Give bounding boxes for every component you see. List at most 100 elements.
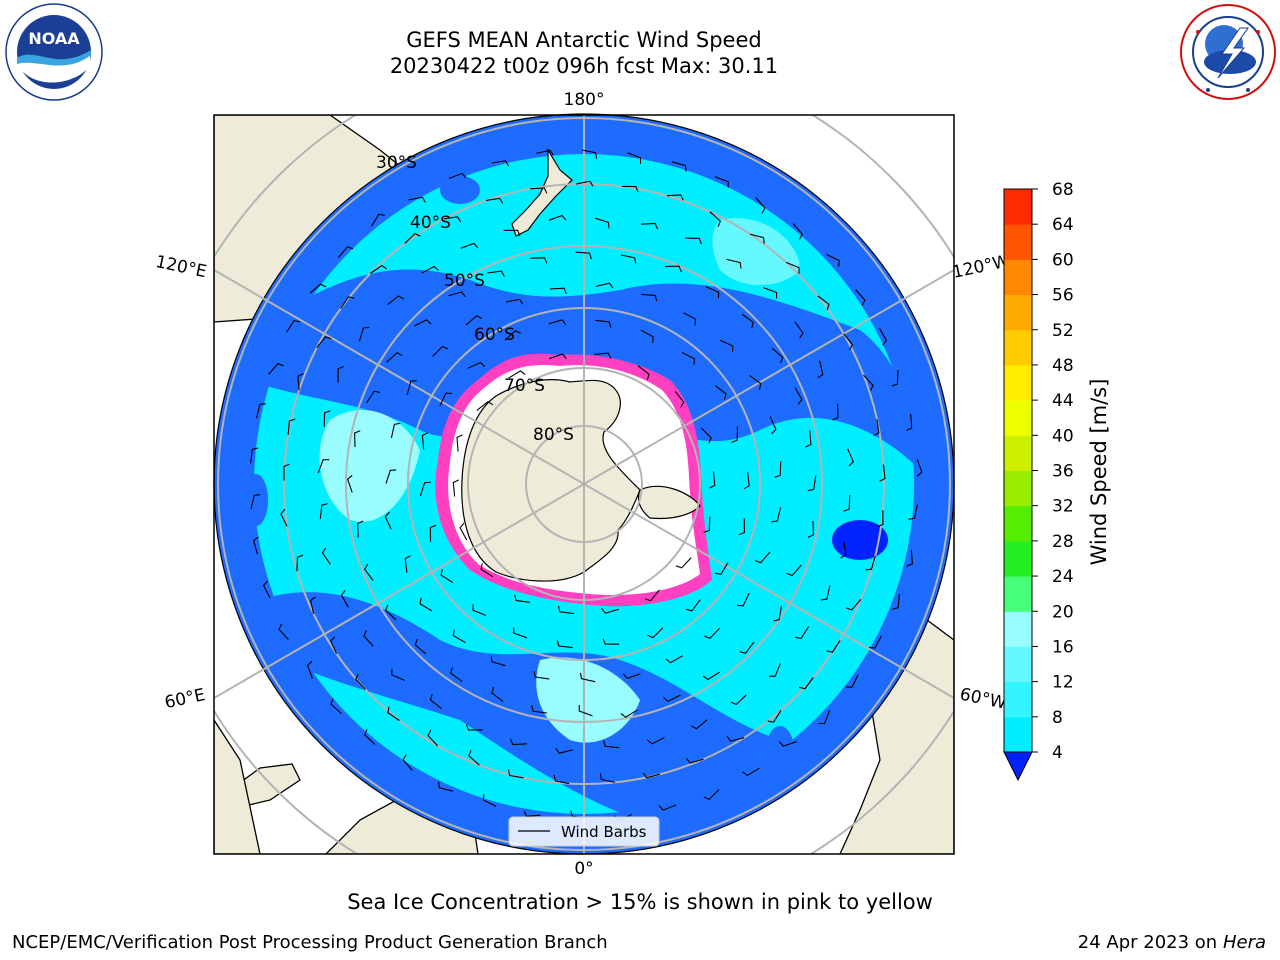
south-africa-tip-landmass — [214, 718, 261, 854]
wind-barb — [774, 461, 782, 478]
wind-barb — [438, 781, 454, 792]
footer-date: 24 Apr 2023 on Hera — [1078, 932, 1266, 953]
wind-barb — [533, 671, 550, 680]
wind-barb — [386, 352, 403, 363]
wind-barb — [250, 494, 261, 510]
wind-barb — [663, 694, 681, 703]
wind-barb — [847, 448, 854, 467]
map-frame — [213, 114, 955, 855]
wind-barb — [404, 555, 411, 573]
wind-barb — [743, 471, 750, 490]
colorbar-tick-label: 16 — [1052, 637, 1074, 657]
wind-barb — [371, 213, 385, 227]
colorbar-tick-label: 40 — [1052, 426, 1074, 446]
wind-barb — [594, 352, 612, 359]
colorbar-segment — [1004, 224, 1032, 260]
colorbar-tick-label: 36 — [1052, 462, 1074, 482]
wind-barb — [621, 185, 639, 193]
wind-barb — [702, 671, 721, 681]
wind-barb — [363, 630, 374, 647]
wind-barb — [709, 211, 721, 227]
wind-barb — [602, 638, 620, 645]
wind-barb — [553, 774, 570, 785]
colorbar-tick-label: 8 — [1052, 708, 1063, 728]
wind-barb — [741, 313, 754, 329]
wind-barb — [620, 709, 638, 718]
wind-barbs — [250, 149, 923, 821]
wind-barb — [384, 511, 392, 530]
map-subtitle: 20230422 t00z 096h fcst Max: 30.11 — [389, 54, 779, 78]
lon-label-120w: 120°W — [951, 251, 1012, 283]
wind-barb — [730, 694, 747, 706]
wind-barb — [421, 265, 439, 274]
wind-barb — [296, 554, 304, 572]
wind-barb — [319, 503, 328, 520]
wind-barb — [742, 767, 760, 777]
wind-barb — [306, 660, 313, 679]
wind-barb — [448, 291, 466, 298]
colorbar-tick-label: 68 — [1052, 180, 1074, 200]
noaa-logo: NOAA — [4, 2, 104, 102]
wind-barb — [364, 729, 376, 745]
wind-barb — [891, 370, 899, 387]
wind-barb — [685, 599, 701, 612]
wind-barb — [476, 401, 494, 411]
wind-barb — [709, 471, 716, 489]
wind-barb — [548, 319, 567, 326]
wind-barb — [385, 604, 397, 621]
wind-barb — [503, 229, 521, 237]
sea-ice-caption: Sea Ice Concentration > 15% is shown in … — [347, 890, 933, 914]
wind-barb — [555, 747, 573, 754]
wind-barb — [832, 403, 839, 421]
wind-barb — [843, 495, 851, 512]
wind-barb — [468, 750, 480, 766]
wind-barb — [868, 635, 882, 649]
wind-barb — [714, 384, 727, 400]
colorbar-segment — [1004, 646, 1032, 683]
wind-barb — [620, 254, 637, 264]
wind-barb — [283, 463, 290, 481]
colorbar-tick-label: 12 — [1052, 673, 1074, 693]
colorbar-segment — [1004, 329, 1032, 366]
wind-barb — [460, 242, 479, 249]
wind-barb — [354, 430, 361, 448]
wind-barb — [690, 719, 708, 730]
wind-barb — [877, 510, 884, 528]
wind-barb — [726, 735, 745, 742]
wind-barb — [419, 481, 431, 497]
wind-barb — [491, 160, 510, 167]
wind-barb — [557, 605, 574, 615]
wind-barb — [749, 375, 762, 390]
wind-barb — [321, 547, 331, 565]
wind-barb — [432, 345, 449, 357]
wind-barb — [798, 677, 814, 690]
wind-barb — [845, 599, 862, 611]
wind-barb — [599, 773, 616, 783]
wind-barb — [664, 265, 682, 273]
wind-barb — [414, 639, 427, 655]
wind-barb — [505, 298, 524, 305]
wind-barb — [818, 710, 831, 725]
colorbar-tick-label: 4 — [1052, 743, 1063, 763]
wind-barb — [769, 416, 777, 435]
new-zealand-landmass — [511, 147, 573, 237]
wind-barb — [465, 315, 483, 326]
colorbar-label: Wind Speed [m/s] — [1087, 379, 1111, 566]
wind-barb — [603, 740, 620, 749]
colorbar-tick-label: 44 — [1052, 391, 1074, 411]
wind-speed-field-i — [440, 176, 480, 204]
wind-barb — [703, 516, 711, 533]
wind-barb — [419, 597, 433, 612]
lon-label-120e: 120°E — [154, 252, 209, 282]
lat-label-80s: 80°S — [533, 425, 574, 445]
wind-speed-field-c — [319, 410, 420, 522]
colorbar-segment — [1004, 716, 1032, 753]
wind-barb — [805, 430, 812, 448]
wind-barb — [685, 237, 702, 245]
colorbar-segment — [1004, 259, 1032, 296]
wind-barb — [387, 706, 400, 721]
wind-barb — [665, 655, 683, 664]
wind-barb — [404, 232, 421, 244]
colorbar-extend-arrow — [1003, 751, 1033, 782]
wind-barb — [817, 360, 824, 379]
